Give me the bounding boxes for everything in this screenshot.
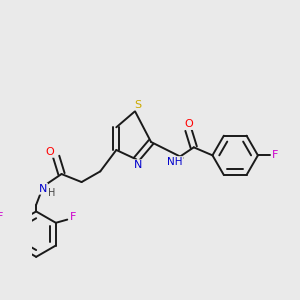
Text: S: S <box>134 100 141 110</box>
Text: H: H <box>48 188 55 198</box>
Text: F: F <box>0 212 3 223</box>
Text: N: N <box>39 184 47 194</box>
Text: O: O <box>45 147 54 157</box>
Text: NH: NH <box>167 157 183 167</box>
Text: O: O <box>184 119 193 129</box>
Text: F: F <box>272 150 278 160</box>
Text: F: F <box>70 212 76 223</box>
Text: N: N <box>134 160 142 170</box>
